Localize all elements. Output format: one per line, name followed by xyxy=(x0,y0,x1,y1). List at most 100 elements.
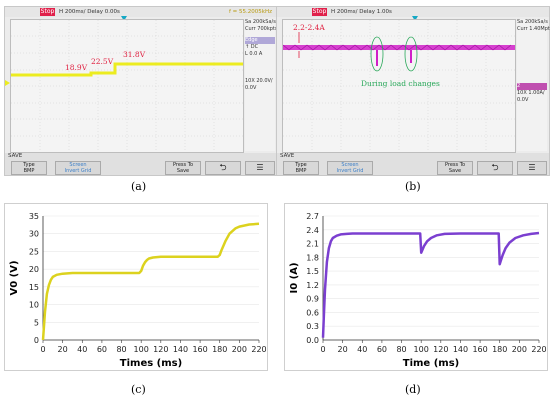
y-tick-label: 35 xyxy=(29,212,39,221)
save-title: SAVE xyxy=(280,153,295,159)
frequency-readout: f = 55.2005kHz xyxy=(229,9,272,15)
voltage-label-3: 31.8V xyxy=(123,50,146,59)
screen-softkey[interactable]: Screen Invert Grid xyxy=(55,161,101,175)
voltage-plot-frame: 0 5 10 15 20 25 30 35 0 20 40 60 80 100 120 140 160 180 20… xyxy=(4,203,268,371)
y-tick-label: 2.4 xyxy=(306,226,319,235)
load-change-ellipse-1 xyxy=(370,36,384,72)
y-tick-label: 2.1 xyxy=(306,240,319,249)
x-tick-label: 200 xyxy=(232,345,247,354)
y-tick-label: 0 xyxy=(34,336,39,345)
back-icon[interactable]: ⮌ xyxy=(205,161,241,175)
type-softkey[interactable]: Type BMP xyxy=(11,161,47,175)
sample-rate-readout: Sa 200kSa/s xyxy=(245,19,276,25)
y-tick-label: 1.5 xyxy=(306,267,319,276)
load-change-ellipse-2 xyxy=(404,36,418,72)
side-item[interactable]: Edge xyxy=(245,37,275,44)
voltage-chart: 0 5 10 15 20 25 30 35 0 20 40 60 80 100 120 140 160 180 20… xyxy=(9,212,267,369)
scope-softkey-bar: SAVE Type BMP Screen Invert Grid Press T… xyxy=(277,153,549,175)
x-tick-label: 40 xyxy=(77,345,87,354)
x-tick-label: 20 xyxy=(58,345,68,354)
x-axis-label: Times (ms) xyxy=(120,358,182,369)
caption-b: (b) xyxy=(405,180,421,193)
current-range-label: 2.2-2.4A xyxy=(293,23,325,32)
x-tick-label: 180 xyxy=(212,345,227,354)
x-tick-label: 40 xyxy=(357,345,367,354)
x-tick-label: 0 xyxy=(320,345,325,354)
timebase-readout: H 200ms/ Delay 0.00s xyxy=(59,9,120,15)
y-tick-label: 20 xyxy=(29,265,39,274)
scope-topbar xyxy=(277,7,549,17)
side-item: 0.0V xyxy=(245,85,257,91)
scope-side-panel: Sa 200kSa/s Curr 700kpts Edge ↑ DC L 0.0… xyxy=(245,19,278,151)
network-icon[interactable]: ☰ xyxy=(245,161,275,175)
x-tick-label: 140 xyxy=(453,345,468,354)
current-trace-noise xyxy=(283,44,512,51)
y-axis-label: I0 (A) xyxy=(289,262,300,293)
scope-softkey-bar: SAVE Type BMP Screen Invert Grid Press T… xyxy=(5,153,277,175)
x-tick-label: 100 xyxy=(134,345,149,354)
y-tick-label: 10 xyxy=(29,301,39,310)
scope-grid-svg: 18.9V 22.5V 31.8V xyxy=(11,20,243,152)
y-tick-label: 0.0 xyxy=(306,336,319,345)
trigger-position-marker[interactable] xyxy=(121,16,127,21)
series-line xyxy=(321,231,540,338)
voltage-label-1: 18.9V xyxy=(65,63,88,72)
x-tick-label: 80 xyxy=(116,345,126,354)
current-chart: 0.0 0.3 0.6 0.9 1.2 1.5 1.8 2.1 2.4 2.7 0 20 40 60 80 1… xyxy=(289,212,547,369)
x-tick-label: 140 xyxy=(173,345,188,354)
sample-rate-readout: Sa 200kSa/s xyxy=(517,19,548,25)
y-tick-label: 30 xyxy=(29,230,39,239)
save-title: SAVE xyxy=(8,153,23,159)
x-tick-label: 220 xyxy=(531,345,546,354)
voltage-label-2: 22.5V xyxy=(91,57,114,66)
press-to-save-button[interactable]: Press To Save xyxy=(437,161,473,175)
type-softkey[interactable]: Type BMP xyxy=(283,161,319,175)
side-item[interactable]: 10X 20.0V/ xyxy=(245,78,273,84)
side-item[interactable]: L 0.0 A xyxy=(245,51,263,57)
side-item[interactable]: 10X 1.00A/ xyxy=(517,90,545,96)
x-tick-label: 160 xyxy=(192,345,207,354)
side-item[interactable]: 2 xyxy=(517,83,547,90)
scope-side-panel: Sa 200kSa/s Curr 1.40Mpts 2 10X 1.00A/ 0… xyxy=(517,19,550,151)
stop-badge[interactable]: Stop xyxy=(40,8,55,16)
timebase-readout: H 200ms/ Delay 1.00s xyxy=(331,9,392,15)
curr-readout: Curr 700kpts xyxy=(245,26,278,32)
y-tick-label: 1.2 xyxy=(306,281,319,290)
scope-grid: 2.2-2.4A During load changes xyxy=(282,19,516,153)
x-tick-label: 100 xyxy=(414,345,429,354)
stop-badge[interactable]: Stop xyxy=(312,8,327,16)
side-item[interactable]: ↑ DC xyxy=(245,44,259,50)
current-plot-frame: 0.0 0.3 0.6 0.9 1.2 1.5 1.8 2.1 2.4 2.7 0 20 40 60 80 1… xyxy=(284,203,548,371)
caption-c: (c) xyxy=(131,383,146,396)
scope-grid: 18.9V 22.5V 31.8V xyxy=(10,19,244,153)
press-to-save-button[interactable]: Press To Save xyxy=(165,161,201,175)
x-tick-label: 200 xyxy=(512,345,527,354)
y-tick-label: 2.7 xyxy=(306,212,319,221)
trigger-position-marker[interactable] xyxy=(412,16,418,21)
caption-a: (a) xyxy=(131,180,147,193)
caption-d: (d) xyxy=(405,383,421,396)
x-tick-label: 180 xyxy=(492,345,507,354)
y-tick-label: 5 xyxy=(34,318,39,327)
scope-topbar xyxy=(5,7,277,17)
voltage-trace xyxy=(11,62,243,77)
current-trace-band xyxy=(283,45,515,50)
y-tick-label: 0.6 xyxy=(306,308,319,317)
side-item: 0.0V xyxy=(517,97,529,103)
y-axis-label: V0 (V) xyxy=(9,260,20,295)
back-icon[interactable]: ⮌ xyxy=(477,161,513,175)
scope-grid-svg: 2.2-2.4A During load changes xyxy=(283,20,515,152)
x-tick-label: 220 xyxy=(251,345,266,354)
y-tick-label: 1.8 xyxy=(306,253,319,262)
x-tick-label: 60 xyxy=(377,345,387,354)
series-line xyxy=(41,222,260,341)
x-tick-label: 120 xyxy=(153,345,168,354)
x-tick-label: 80 xyxy=(396,345,406,354)
curr-readout: Curr 1.40Mpts xyxy=(517,26,550,32)
screen-softkey[interactable]: Screen Invert Grid xyxy=(327,161,373,175)
network-icon[interactable]: ☰ xyxy=(517,161,547,175)
load-change-annotation: During load changes xyxy=(361,79,440,88)
x-tick-label: 0 xyxy=(40,345,45,354)
x-tick-label: 20 xyxy=(338,345,348,354)
channel-marker-left[interactable] xyxy=(5,80,10,86)
